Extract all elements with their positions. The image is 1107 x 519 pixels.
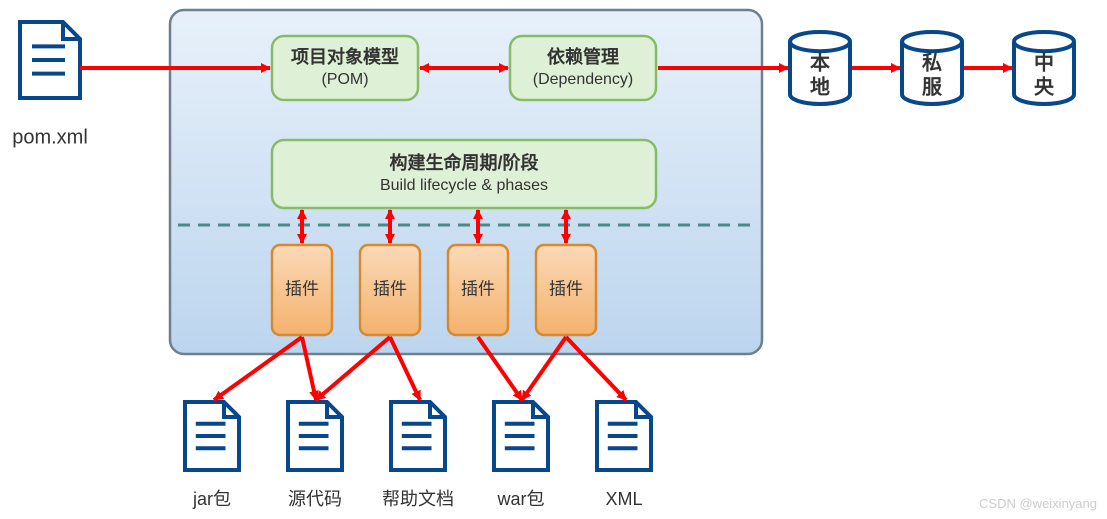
file-icon bbox=[391, 402, 445, 470]
file-icon bbox=[185, 402, 239, 470]
svg-text:XML: XML bbox=[605, 489, 642, 509]
svg-text:央: 央 bbox=[1034, 75, 1055, 98]
plugin-box-0: 插件 bbox=[272, 245, 332, 335]
repo-db-2: 中央 bbox=[1014, 32, 1074, 104]
plugin-box-2: 插件 bbox=[448, 245, 508, 335]
svg-text:插件: 插件 bbox=[285, 279, 319, 298]
svg-text:帮助文档: 帮助文档 bbox=[382, 489, 454, 509]
svg-text:本: 本 bbox=[810, 52, 830, 75]
repo-db-1: 私服 bbox=[902, 32, 962, 104]
svg-text:依赖管理: 依赖管理 bbox=[547, 46, 619, 67]
svg-text:插件: 插件 bbox=[461, 279, 495, 298]
svg-text:项目对象模型: 项目对象模型 bbox=[291, 46, 399, 67]
output-file-0: jar包 bbox=[185, 402, 239, 509]
plugin-box-3: 插件 bbox=[536, 245, 596, 335]
watermark-text: CSDN @weixinyang bbox=[979, 496, 1097, 511]
pom-box: 项目对象模型 (POM) bbox=[272, 36, 418, 100]
svg-text:插件: 插件 bbox=[549, 279, 583, 298]
output-file-4: XML bbox=[597, 402, 651, 509]
dependency-box: 依赖管理 (Dependency) bbox=[510, 36, 656, 100]
output-file-3: war包 bbox=[494, 402, 548, 509]
file-icon bbox=[20, 22, 80, 98]
svg-text:pom.xml: pom.xml bbox=[12, 126, 88, 148]
svg-text:地: 地 bbox=[810, 75, 830, 98]
svg-text:war包: war包 bbox=[496, 489, 544, 509]
svg-text:(POM): (POM) bbox=[321, 71, 368, 88]
file-icon bbox=[597, 402, 651, 470]
file-icon bbox=[494, 402, 548, 470]
file-icon bbox=[288, 402, 342, 470]
svg-text:插件: 插件 bbox=[373, 279, 407, 298]
svg-text:(Dependency): (Dependency) bbox=[533, 71, 634, 88]
svg-text:服: 服 bbox=[922, 75, 943, 98]
plugin-box-1: 插件 bbox=[360, 245, 420, 335]
svg-text:源代码: 源代码 bbox=[288, 489, 342, 509]
svg-text:私: 私 bbox=[922, 52, 942, 75]
svg-text:中: 中 bbox=[1034, 51, 1054, 75]
repo-db-0: 本地 bbox=[790, 32, 850, 104]
output-file-2: 帮助文档 bbox=[382, 402, 454, 509]
svg-text:构建生命周期/阶段: 构建生命周期/阶段 bbox=[389, 152, 539, 173]
svg-text:jar包: jar包 bbox=[192, 489, 231, 509]
output-file-1: 源代码 bbox=[288, 402, 342, 509]
svg-text:Build lifecycle & phases: Build lifecycle & phases bbox=[380, 177, 548, 194]
lifecycle-box: 构建生命周期/阶段 Build lifecycle & phases bbox=[272, 140, 656, 208]
